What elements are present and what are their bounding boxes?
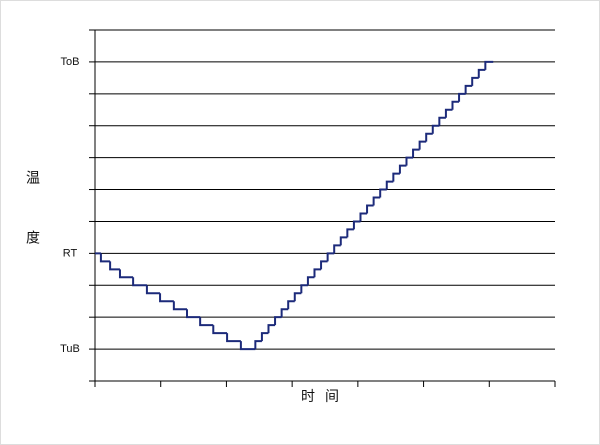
line-step [306, 276, 315, 286]
line-step [109, 261, 120, 271]
line-step [239, 341, 256, 351]
y-tick-label: TuB [60, 343, 80, 355]
line-step [226, 333, 241, 343]
line-step [464, 84, 473, 94]
line-step [405, 156, 414, 166]
y-axis-label: 温度 [24, 170, 40, 290]
line-step [451, 100, 460, 110]
line-step [287, 300, 295, 310]
line-step [412, 148, 420, 158]
line-step [159, 293, 174, 303]
line-step [372, 196, 381, 206]
line-step [431, 124, 440, 134]
line-step [186, 309, 201, 319]
line-step [293, 292, 302, 302]
line-step [313, 268, 322, 278]
line-step [418, 140, 427, 150]
line-step [444, 108, 453, 118]
line-step [300, 284, 308, 294]
y-tick-label: ToB [61, 56, 80, 68]
line-step [280, 308, 289, 318]
line-step [352, 220, 361, 230]
line-step [172, 301, 187, 311]
line-step [132, 277, 147, 287]
line-step [254, 340, 262, 350]
line-step [359, 212, 368, 222]
line-step [320, 260, 328, 270]
x-axis-label: 时间 [301, 389, 349, 405]
line-step [366, 204, 374, 214]
line-step [346, 228, 354, 238]
line-step [260, 332, 269, 342]
line-step [425, 132, 433, 142]
line-step [274, 316, 282, 326]
line-step [438, 116, 446, 126]
line-step [484, 60, 494, 70]
line-step [333, 244, 341, 254]
line-step [477, 68, 486, 78]
line-step [385, 180, 394, 190]
line-step [267, 324, 276, 334]
line-step [326, 252, 335, 262]
line-step [379, 188, 387, 198]
line-step [471, 76, 479, 86]
line-step [458, 92, 466, 102]
line-step [145, 285, 161, 295]
line-step [398, 164, 407, 174]
line-step [199, 317, 214, 327]
line-step [118, 269, 134, 279]
y-tick-label: RT [63, 247, 78, 259]
line-step [392, 172, 400, 182]
line-step [99, 253, 111, 263]
line-step [339, 236, 348, 246]
line-step [212, 325, 228, 335]
